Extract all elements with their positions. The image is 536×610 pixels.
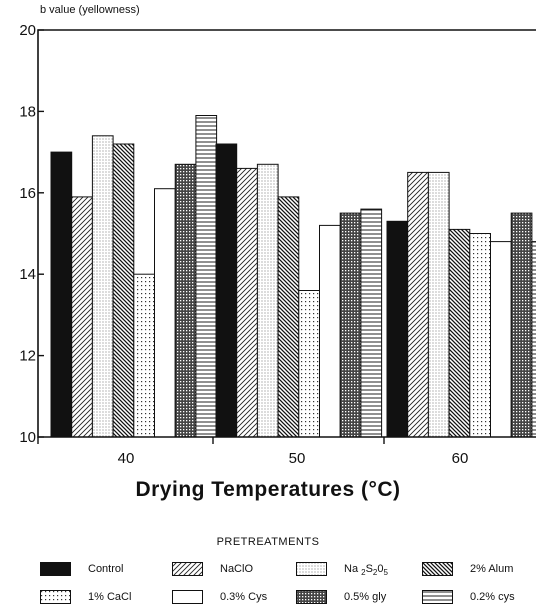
legend-swatch-cys03 xyxy=(172,590,203,604)
x-tick-label-60: 60 xyxy=(452,450,469,467)
y-tick-label-10: 10 xyxy=(19,429,36,446)
bar-40-8 xyxy=(195,115,218,438)
bar-50-6 xyxy=(319,224,341,438)
plot-frame xyxy=(37,29,536,438)
bar-60-1 xyxy=(386,220,409,438)
legend: Control NaClO Na 2S205 2% Alum 1% CaCl 0… xyxy=(40,560,536,610)
x-tick-label-40: 40 xyxy=(118,450,135,467)
bar-60-8 xyxy=(531,241,536,438)
bar-50-7 xyxy=(339,212,362,438)
bar-40-1 xyxy=(50,151,73,438)
legend-label-cacl: 1% CaCl xyxy=(88,591,132,603)
y-tick-label-20: 20 xyxy=(19,22,36,39)
bar-50-2 xyxy=(236,167,258,438)
bar-40-7 xyxy=(174,163,197,438)
legend-label-gly: 0.5% gly xyxy=(344,591,387,603)
bar-50-8 xyxy=(360,208,383,438)
y-tick-label-18: 18 xyxy=(19,103,36,120)
legend-swatch-cys02 xyxy=(422,590,453,604)
legend-swatch-naclo xyxy=(172,562,203,576)
legend-title: PRETREATMENTS xyxy=(216,536,320,548)
legend-swatch-cacl xyxy=(40,590,71,604)
bar-60-3 xyxy=(427,171,450,438)
bar-50-3 xyxy=(256,163,279,438)
y-tick-label-14: 14 xyxy=(19,266,36,283)
x-tick-label-50: 50 xyxy=(289,450,306,467)
chart-plot: 10 12 14 16 18 20 40 50 60 xyxy=(19,22,536,467)
bar-60-6 xyxy=(490,241,512,438)
bar-40-3 xyxy=(91,135,114,438)
bar-40-5 xyxy=(133,273,156,438)
legend-swatch-control xyxy=(40,562,71,576)
bar-50-5 xyxy=(298,290,320,438)
y-axis-label: b value (yellowness) xyxy=(40,4,140,16)
legend-label-cys02: 0.2% cys xyxy=(470,591,515,603)
bar-60-7 xyxy=(510,212,533,438)
legend-swatch-na2s2o5 xyxy=(296,562,327,576)
legend-label-naclo: NaClO xyxy=(220,563,254,575)
bar-60-4 xyxy=(448,228,471,438)
bar-40-6 xyxy=(154,188,176,438)
legend-label-control: Control xyxy=(88,563,124,575)
bar-40-2 xyxy=(71,196,93,438)
legend-label-na2s2o5: Na 2S205 xyxy=(344,563,388,578)
y-tick-label-12: 12 xyxy=(19,348,36,365)
legend-swatch-alum xyxy=(422,562,453,576)
bar-40-4 xyxy=(112,143,135,438)
y-tick-label-16: 16 xyxy=(19,185,36,202)
legend-label-alum: 2% Alum xyxy=(470,563,514,575)
legend-swatch-gly xyxy=(296,590,327,604)
x-axis-title: Drying Temperatures (°C) xyxy=(135,478,401,501)
bar-50-1 xyxy=(215,143,238,438)
legend-label-cys03: 0.3% Cys xyxy=(220,591,268,603)
bar-50-4 xyxy=(277,196,300,438)
bar-60-2 xyxy=(407,171,429,438)
bar-60-5 xyxy=(469,233,491,438)
